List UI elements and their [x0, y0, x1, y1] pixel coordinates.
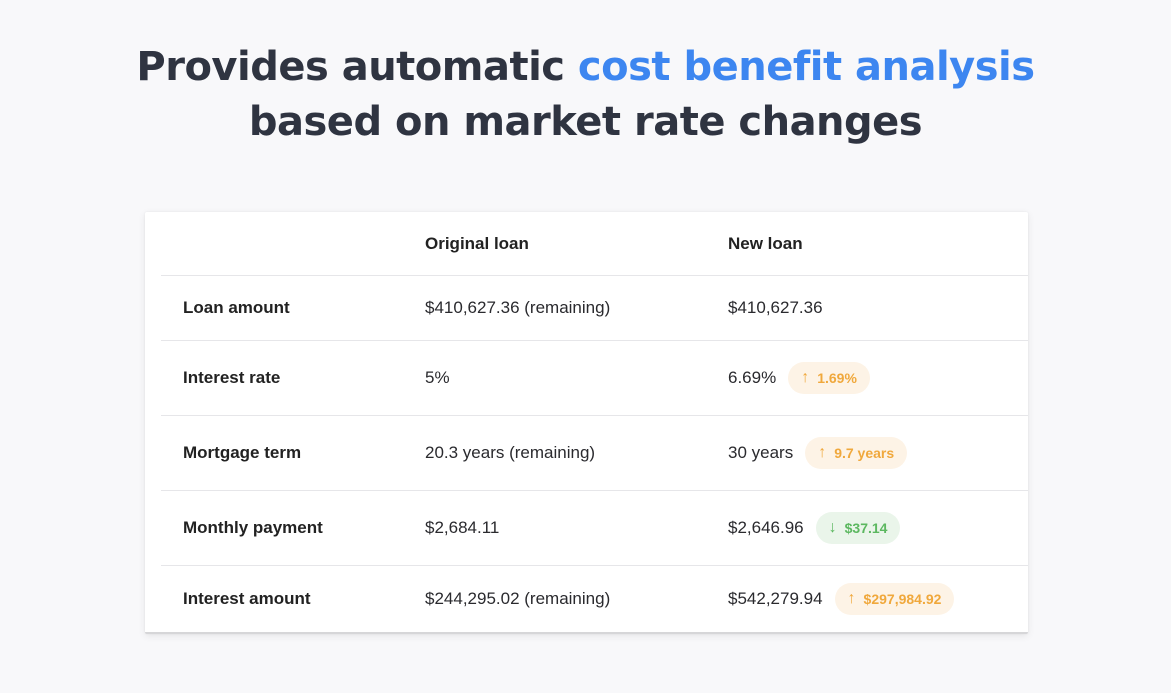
change-value: $297,984.92: [863, 591, 942, 607]
change-badge: ↑ 9.7 years: [805, 437, 908, 469]
new-value: 6.69%: [728, 368, 777, 387]
arrow-up-icon: ↑: [818, 444, 827, 461]
change-badge: ↓ $37.14: [815, 512, 901, 544]
row-label: Monthly payment: [183, 518, 323, 537]
new-value: $410,627.36: [728, 298, 823, 317]
table-row-monthly-payment: Monthly payment $2,684.11 $2,646.96 ↓ $3…: [161, 491, 1028, 566]
new-value-cell: 30 years ↑ 9.7 years: [728, 416, 908, 490]
table-header-row: Original loan New loan: [161, 212, 1028, 276]
new-value-cell: $542,279.94 ↑ $297,984.92: [728, 566, 955, 632]
change-badge: ↑ $297,984.92: [834, 583, 955, 615]
new-value-cell: $410,627.36: [728, 276, 823, 340]
original-value: 5%: [425, 368, 450, 387]
row-label: Loan amount: [183, 298, 290, 317]
change-value: $37.14: [844, 520, 888, 536]
page-headline: Provides automatic cost benefit analysis…: [0, 40, 1171, 150]
change-value: 9.7 years: [834, 445, 895, 461]
arrow-up-icon: ↑: [801, 369, 810, 386]
table-row-interest-amount: Interest amount $244,295.02 (remaining) …: [161, 566, 1028, 632]
table-row-loan-amount: Loan amount $410,627.36 (remaining) $410…: [161, 276, 1028, 341]
headline-highlight: cost benefit analysis: [577, 44, 1035, 90]
new-value: $2,646.96: [728, 518, 804, 537]
new-value-cell: 6.69% ↑ 1.69%: [728, 341, 870, 415]
row-label: Interest rate: [183, 368, 281, 387]
new-value: 30 years: [728, 443, 794, 462]
row-label: Mortgage term: [183, 443, 302, 462]
table-row-mortgage-term: Mortgage term 20.3 years (remaining) 30 …: [161, 416, 1028, 491]
row-label: Interest amount: [183, 589, 311, 608]
arrow-up-icon: ↑: [847, 590, 856, 607]
original-value: $2,684.11: [425, 518, 500, 537]
new-value: $542,279.94: [728, 589, 823, 608]
new-value-cell: $2,646.96 ↓ $37.14: [728, 491, 901, 565]
column-header-original-loan: Original loan: [425, 233, 529, 253]
original-value: $244,295.02 (remaining): [425, 589, 611, 608]
headline-prefix: Provides automatic: [136, 44, 578, 90]
comparison-table: Original loan New loan Loan amount $410,…: [145, 212, 1028, 634]
headline-line-2: based on market rate changes: [248, 99, 923, 145]
table-row-interest-rate: Interest rate 5% 6.69% ↑ 1.69%: [161, 341, 1028, 416]
headline-line-1: Provides automatic cost benefit analysis: [0, 40, 1171, 95]
original-value: $410,627.36 (remaining): [425, 298, 611, 317]
change-value: 1.69%: [817, 370, 857, 386]
original-value: 20.3 years (remaining): [425, 443, 596, 462]
column-header-new-loan: New loan: [728, 233, 803, 253]
arrow-down-icon: ↓: [828, 519, 837, 536]
change-badge: ↑ 1.69%: [788, 362, 870, 394]
